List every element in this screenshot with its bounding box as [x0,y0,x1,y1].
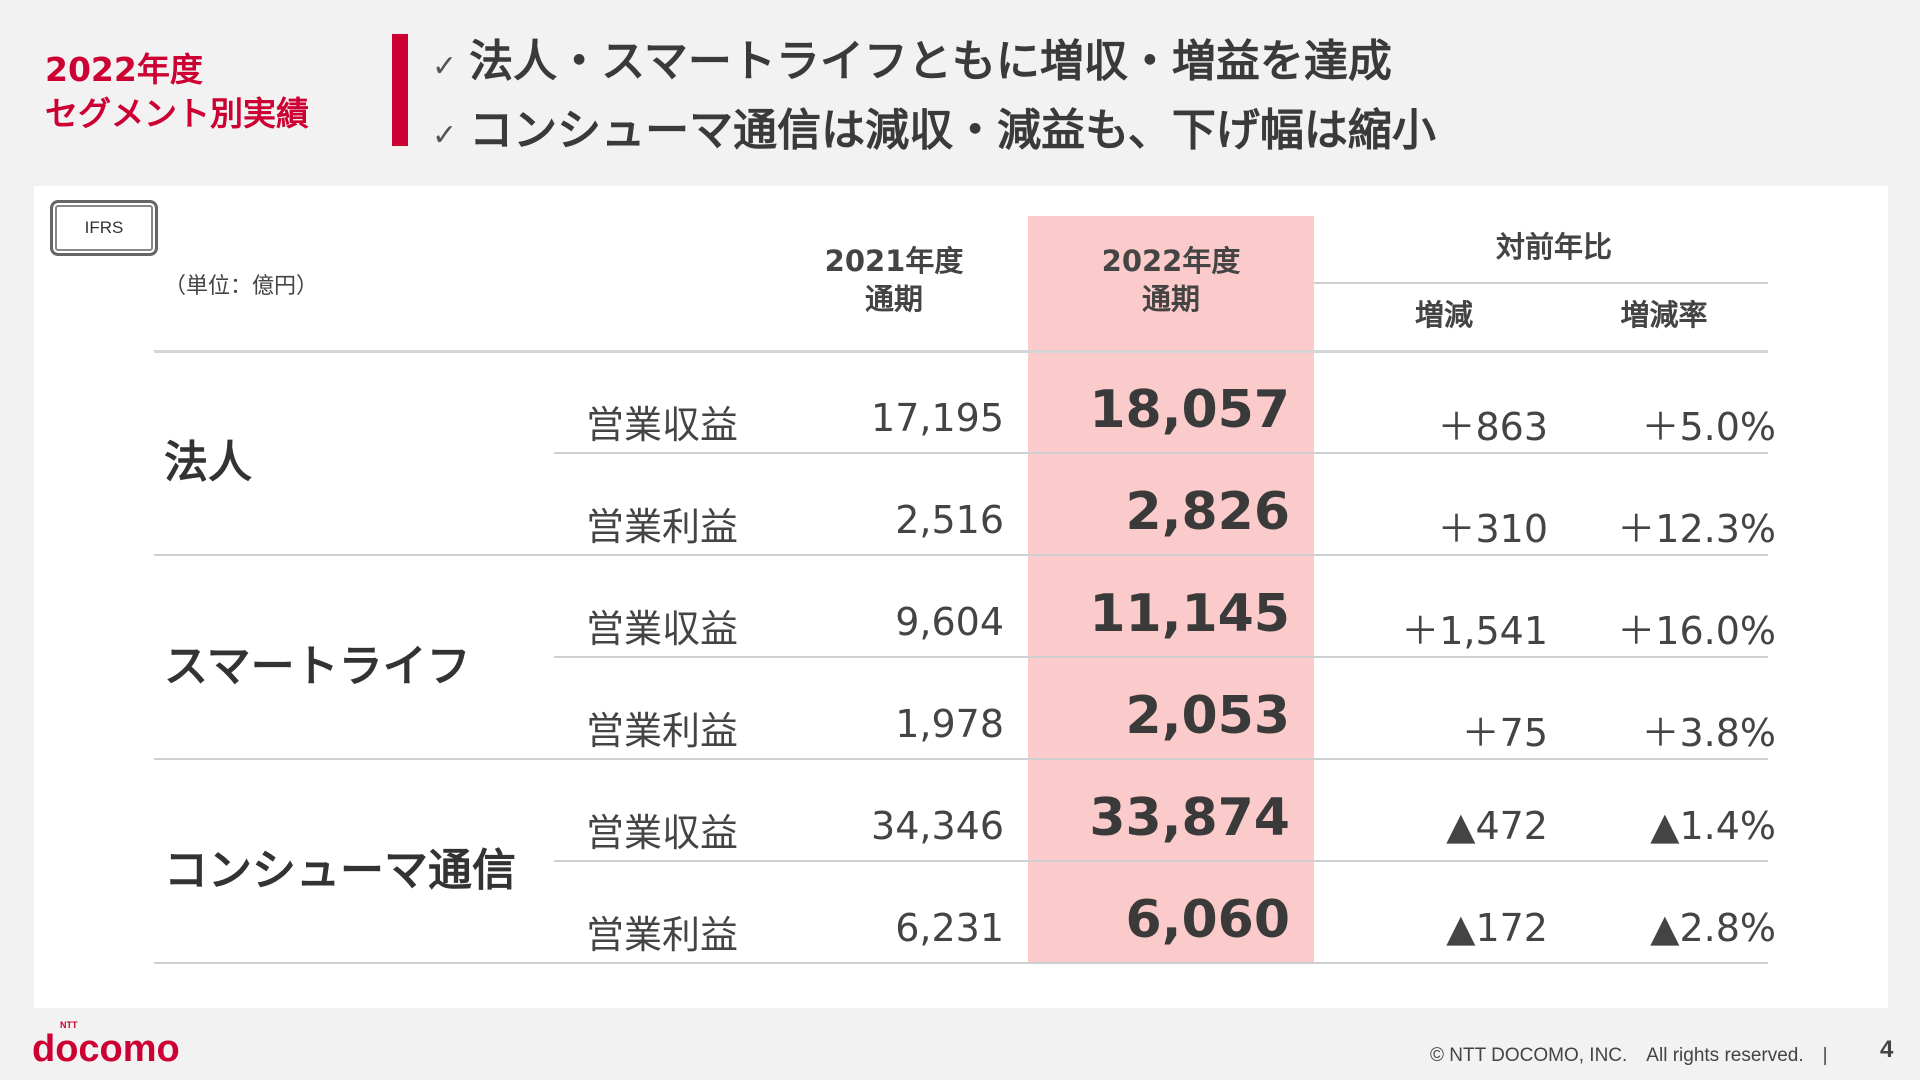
bullet-text: コンシューマ通信は減収・減益も、下げ幅は縮小 [469,105,1436,156]
fy2021-value: 2,516 [895,498,1004,542]
change-value: ＋1,541 [1401,609,1548,653]
page-title: 2022年度 セグメント別実績 [45,48,309,136]
change-value: ▲472 [1446,804,1548,848]
rate-value: ▲1.4% [1650,804,1776,848]
change-value: ＋75 [1461,711,1548,755]
change-value: ＋310 [1437,507,1548,551]
check-icon: ✓ [432,118,458,153]
fy2022-value: 6,060 [1125,890,1290,950]
table-bottom-divider [154,962,1768,964]
metric-label: 営業収益 [586,811,739,855]
results-panel: IFRS （単位：億円） 2021年度 通期 2022年度 通期 対前年比 増減… [34,186,1888,1008]
metric-label: 営業利益 [586,505,739,549]
fy2022-value: 33,874 [1089,788,1290,848]
unit-label: （単位：億円） [164,274,319,299]
change-value: ▲172 [1446,906,1548,950]
rate-value: ＋3.8% [1641,711,1776,755]
ntt-mark: NTT [60,1020,78,1030]
docomo-logo: NTT docomo [32,1020,180,1071]
bullet-item: ✓ 法人・スマートライフともに増収・増益を達成 [432,30,1436,99]
segment-divider [154,554,1768,556]
column-header-fy2022: 2022年度 通期 [1028,242,1314,318]
bullet-text: 法人・スマートライフともに増収・増益を達成 [469,36,1392,87]
column-header-rate: 増減率 [1620,298,1708,332]
segment-divider [154,758,1768,760]
metric-label: 営業収益 [586,403,739,447]
segment-name-smartlife: スマートライフ [164,641,471,692]
metric-label: 営業収益 [586,607,739,651]
column-header-fy2021-year: 2021年度 [824,244,964,278]
segment-name-consumer: コンシューマ通信 [164,845,516,896]
fy2022-value: 11,145 [1089,584,1290,644]
metric-label: 営業利益 [586,913,739,957]
column-header-change: 増減 [1414,298,1473,332]
rate-value: ▲2.8% [1650,906,1776,950]
copyright-notice: © NTT DOCOMO, INC. All rights reserved. … [1430,1045,1828,1066]
rate-value: ＋12.3% [1617,507,1776,551]
header-divider [154,350,1768,353]
row-divider [554,656,1768,658]
yoy-header-divider [1314,282,1768,284]
fy2021-value: 17,195 [871,396,1004,440]
page-title-year: 2022年度 [45,50,203,89]
check-icon: ✓ [432,49,458,84]
fy2021-value: 34,346 [871,804,1004,848]
row-divider [554,860,1768,862]
metric-label: 営業利益 [586,709,739,753]
fy2021-value: 6,231 [895,906,1004,950]
summary-bullets: ✓ 法人・スマートライフともに増収・増益を達成 ✓ コンシューマ通信は減収・減益も、… [432,30,1436,168]
rate-value: ＋5.0% [1641,405,1776,449]
segment-name-corporate: 法人 [164,437,252,488]
column-header-yoy: 対前年比 [1495,230,1612,264]
fy2022-value: 18,057 [1089,380,1290,440]
docomo-wordmark: docomo [32,1028,180,1070]
bullet-item: ✓ コンシューマ通信は減収・減益も、下げ幅は縮小 [432,99,1436,168]
column-header-fy2021-period: 通期 [864,282,923,316]
ifrs-badge: IFRS [50,200,158,256]
fy2022-value: 2,053 [1125,686,1290,746]
change-value: ＋863 [1437,405,1548,449]
page-number: 4 [1880,1036,1894,1063]
row-divider [554,452,1768,454]
rate-value: ＋16.0% [1617,609,1776,653]
column-header-fy2021: 2021年度 通期 [794,242,994,318]
fy2022-highlight-column [1028,216,1314,964]
fy2021-value: 1,978 [895,702,1004,746]
fy2022-value: 2,826 [1125,482,1290,542]
column-header-fy2022-year: 2022年度 [1101,244,1241,278]
column-header-fy2022-period: 通期 [1141,282,1200,316]
page-title-subtitle: セグメント別実績 [45,94,309,133]
accent-bar [392,34,408,146]
fy2021-value: 9,604 [895,600,1004,644]
